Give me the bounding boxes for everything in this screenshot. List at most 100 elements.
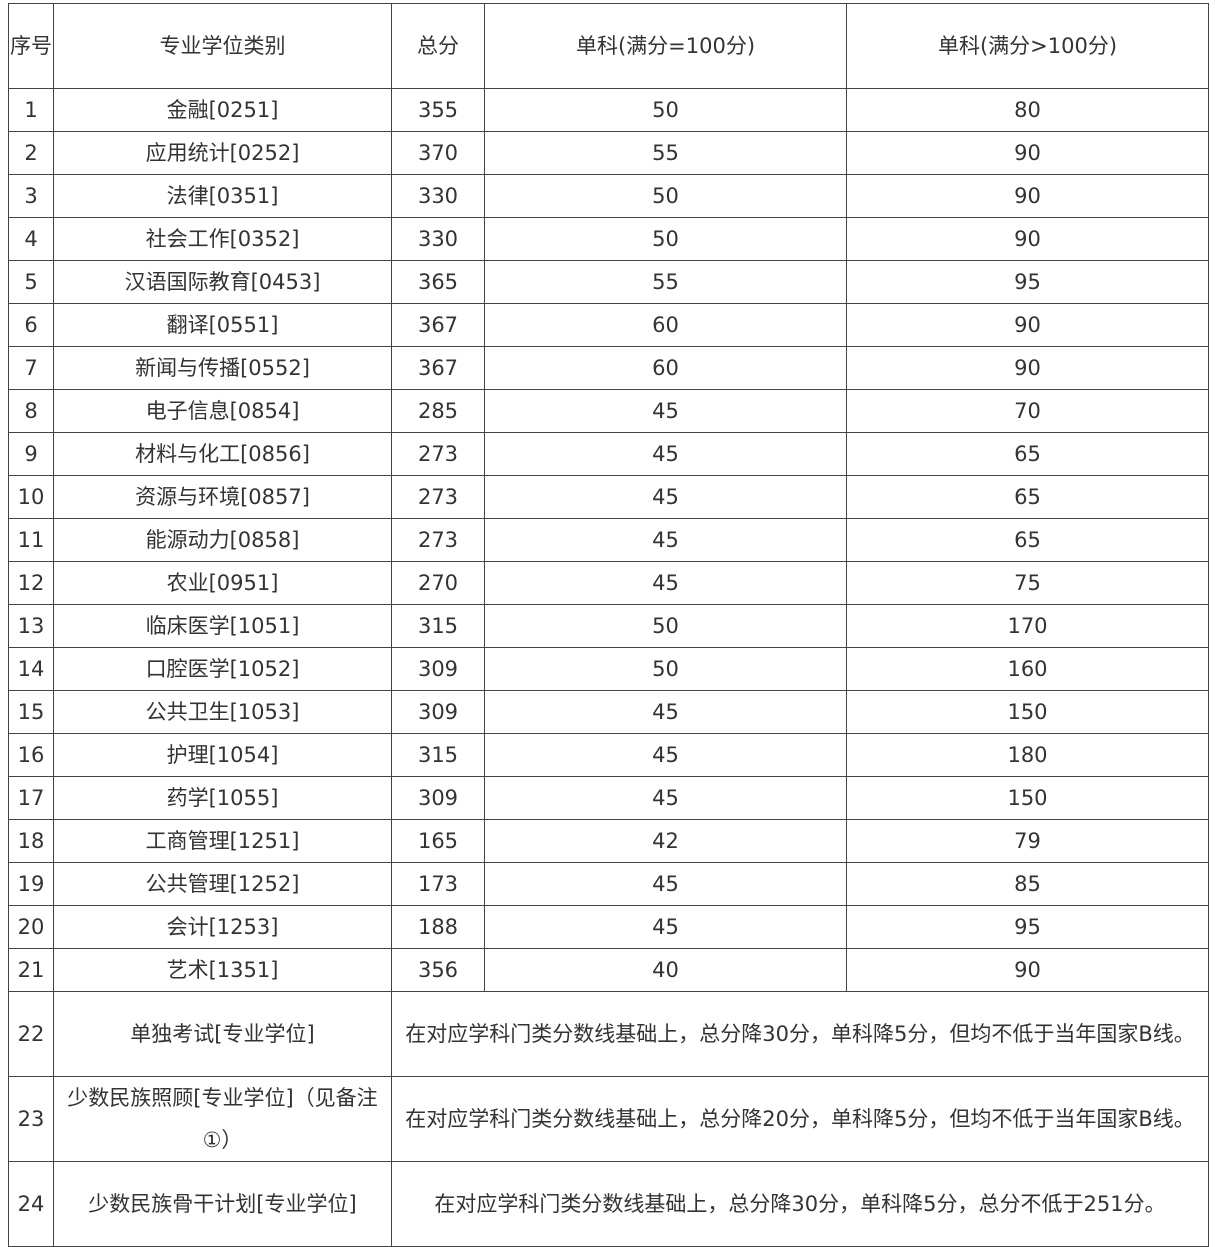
category-cell: 护理[1054]	[53, 733, 392, 777]
header-single-over-100: 单科(满分>100分)	[846, 3, 1209, 89]
single-over-100-cell: 90	[846, 303, 1209, 347]
single-100-cell: 50	[484, 604, 847, 648]
single-over-100-cell: 65	[846, 475, 1209, 519]
single-over-100-cell: 150	[846, 690, 1209, 734]
category-cell: 工商管理[1251]	[53, 819, 392, 863]
single-100-cell: 60	[484, 303, 847, 347]
total-cell: 188	[391, 905, 485, 949]
category-cell: 艺术[1351]	[53, 948, 392, 992]
row-index: 7	[8, 346, 54, 390]
table-row: 8 电子信息[0854] 285 45 70	[8, 389, 1209, 433]
total-cell: 309	[391, 690, 485, 734]
row-index: 19	[8, 862, 54, 906]
category-cell: 临床医学[1051]	[53, 604, 392, 648]
single-100-cell: 45	[484, 862, 847, 906]
row-index: 6	[8, 303, 54, 347]
header-total: 总分	[391, 3, 485, 89]
category-cell: 少数民族照顾[专业学位]（见备注①）	[53, 1076, 392, 1162]
row-index: 3	[8, 174, 54, 218]
single-100-cell: 55	[484, 131, 847, 175]
total-cell: 330	[391, 217, 485, 261]
category-cell: 口腔医学[1052]	[53, 647, 392, 691]
header-single-100: 单科(满分=100分)	[484, 3, 847, 89]
single-over-100-cell: 150	[846, 776, 1209, 820]
row-index: 4	[8, 217, 54, 261]
special-row: 22 单独考试[专业学位] 在对应学科门类分数线基础上，总分降30分，单科降5分，但…	[8, 991, 1209, 1077]
single-over-100-cell: 90	[846, 346, 1209, 390]
single-over-100-cell: 90	[846, 174, 1209, 218]
row-index: 8	[8, 389, 54, 433]
row-index: 2	[8, 131, 54, 175]
single-over-100-cell: 160	[846, 647, 1209, 691]
category-cell: 公共卫生[1053]	[53, 690, 392, 734]
single-100-cell: 42	[484, 819, 847, 863]
total-cell: 285	[391, 389, 485, 433]
total-cell: 365	[391, 260, 485, 304]
category-cell: 公共管理[1252]	[53, 862, 392, 906]
table-row: 20 会计[1253] 188 45 95	[8, 905, 1209, 949]
row-index: 10	[8, 475, 54, 519]
special-row: 24 少数民族骨干计划[专业学位] 在对应学科门类分数线基础上，总分降30分，单科降…	[8, 1161, 1209, 1247]
row-index: 17	[8, 776, 54, 820]
total-cell: 273	[391, 518, 485, 562]
single-100-cell: 40	[484, 948, 847, 992]
single-100-cell: 55	[484, 260, 847, 304]
single-100-cell: 45	[484, 389, 847, 433]
total-cell: 273	[391, 475, 485, 519]
category-cell: 材料与化工[0856]	[53, 432, 392, 476]
row-index: 22	[8, 991, 54, 1077]
total-cell: 309	[391, 776, 485, 820]
table-row: 15 公共卫生[1053] 309 45 150	[8, 690, 1209, 734]
single-100-cell: 50	[484, 217, 847, 261]
row-index: 5	[8, 260, 54, 304]
total-cell: 370	[391, 131, 485, 175]
row-index: 1	[8, 88, 54, 132]
row-index: 21	[8, 948, 54, 992]
row-index: 16	[8, 733, 54, 777]
total-cell: 315	[391, 604, 485, 648]
total-cell: 270	[391, 561, 485, 605]
single-over-100-cell: 70	[846, 389, 1209, 433]
single-over-100-cell: 95	[846, 905, 1209, 949]
table-row: 4 社会工作[0352] 330 50 90	[8, 217, 1209, 261]
rule-note-cell: 在对应学科门类分数线基础上，总分降20分，单科降5分，但均不低于当年国家B线。	[391, 1076, 1209, 1162]
row-index: 23	[8, 1076, 54, 1162]
single-over-100-cell: 90	[846, 217, 1209, 261]
category-cell: 能源动力[0858]	[53, 518, 392, 562]
row-index: 18	[8, 819, 54, 863]
header-category: 专业学位类别	[53, 3, 392, 89]
category-cell: 少数民族骨干计划[专业学位]	[53, 1161, 392, 1247]
table-row: 6 翻译[0551] 367 60 90	[8, 303, 1209, 347]
table-row: 5 汉语国际教育[0453] 365 55 95	[8, 260, 1209, 304]
row-index: 15	[8, 690, 54, 734]
total-cell: 165	[391, 819, 485, 863]
score-table: 序号 专业学位类别 总分 单科(满分=100分) 单科(满分>100分) 1 金融…	[8, 3, 1209, 1247]
table-row: 11 能源动力[0858] 273 45 65	[8, 518, 1209, 562]
category-cell: 资源与环境[0857]	[53, 475, 392, 519]
table-row: 19 公共管理[1252] 173 45 85	[8, 862, 1209, 906]
total-cell: 309	[391, 647, 485, 691]
category-cell: 翻译[0551]	[53, 303, 392, 347]
rule-note-cell: 在对应学科门类分数线基础上，总分降30分，单科降5分，但均不低于当年国家B线。	[391, 991, 1209, 1077]
total-cell: 367	[391, 303, 485, 347]
table-row: 3 法律[0351] 330 50 90	[8, 174, 1209, 218]
table-row: 16 护理[1054] 315 45 180	[8, 733, 1209, 777]
category-cell: 农业[0951]	[53, 561, 392, 605]
table-row: 13 临床医学[1051] 315 50 170	[8, 604, 1209, 648]
row-index: 11	[8, 518, 54, 562]
single-100-cell: 45	[484, 475, 847, 519]
table-row: 2 应用统计[0252] 370 55 90	[8, 131, 1209, 175]
single-over-100-cell: 90	[846, 131, 1209, 175]
single-100-cell: 50	[484, 88, 847, 132]
single-100-cell: 60	[484, 346, 847, 390]
special-row: 23 少数民族照顾[专业学位]（见备注①） 在对应学科门类分数线基础上，总分降20分…	[8, 1076, 1209, 1162]
single-100-cell: 45	[484, 776, 847, 820]
single-100-cell: 45	[484, 432, 847, 476]
single-100-cell: 50	[484, 647, 847, 691]
category-cell: 药学[1055]	[53, 776, 392, 820]
single-over-100-cell: 95	[846, 260, 1209, 304]
header-idx: 序号	[8, 3, 54, 89]
table-row: 1 金融[0251] 355 50 80	[8, 88, 1209, 132]
row-index: 24	[8, 1161, 54, 1247]
single-over-100-cell: 170	[846, 604, 1209, 648]
